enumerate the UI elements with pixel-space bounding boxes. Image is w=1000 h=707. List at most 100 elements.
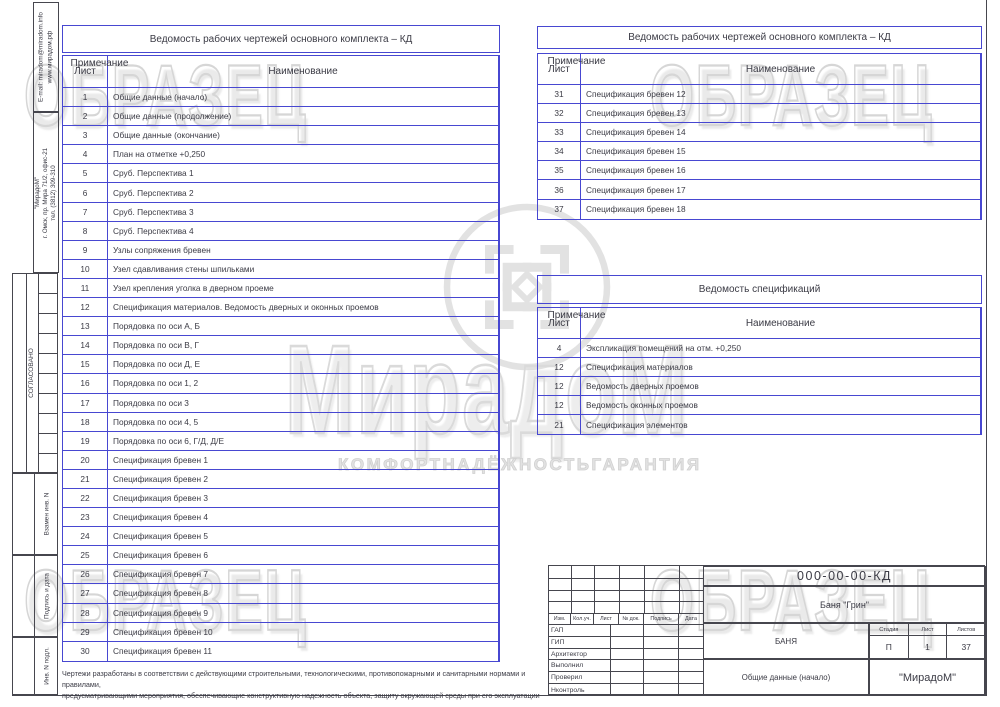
- cell-name: Спецификация бревен 18: [581, 199, 981, 219]
- cell-name: Спецификация бревен 6: [108, 546, 499, 565]
- table-rows: 4 Экспликация помещений на отм. +0,250 1…: [538, 339, 981, 435]
- cell-name: Ведомость оконных проемов: [581, 396, 981, 415]
- table-row: 12 Ведомость дверных проемов: [538, 377, 981, 397]
- drawings-table-right: Ведомость рабочих чертежей основного ком…: [537, 26, 982, 220]
- table-title: Ведомость спецификаций: [537, 275, 982, 304]
- cell-sheet-number: 13: [63, 317, 108, 336]
- table-row: 10 Узел сдавливания стены шпильками: [63, 259, 499, 279]
- table-grid: Лист Наименование Примечание 31 Специфик…: [537, 53, 982, 220]
- table-row: 31 Спецификация бревен 12: [538, 85, 981, 105]
- date-cell: [679, 684, 703, 696]
- cell-name: Общие данные (продолжение): [108, 107, 499, 126]
- table-row: 12 Ведомость оконных проемов: [538, 396, 981, 416]
- cell-name: План на отметке +0,250: [108, 145, 499, 164]
- sheets-value: 37: [961, 642, 971, 652]
- drawings-table-left: Ведомость рабочих чертежей основного ком…: [62, 25, 500, 662]
- signature-row: Нконтроль: [549, 684, 703, 696]
- role-label: Нконтроль: [549, 684, 611, 696]
- cell-name: Спецификация бревен 10: [108, 622, 499, 641]
- divider: [34, 638, 35, 694]
- col-header-note: Примечание: [70, 58, 129, 69]
- margin-box-inv-orig: Инв. N подл.: [12, 637, 58, 695]
- email-text: E-mail: miradom@miradom.info www.мирадом…: [37, 12, 54, 102]
- margin-box-sign-date: Подпись и дата: [12, 555, 58, 637]
- company-name: "МирадоМ": [869, 659, 986, 696]
- cell-name: Сруб. Перспектива 4: [108, 221, 499, 240]
- cell-name: Спецификация бревен 13: [581, 104, 981, 123]
- cell-name: Узел крепления уголка в дверном проеме: [108, 278, 499, 298]
- document-number: 000-00-00-КД: [703, 566, 986, 586]
- cell-sheet-number: 10: [63, 259, 108, 278]
- grid-line: [549, 601, 703, 603]
- table-rows: 1 Общие данные (начало) 2 Общие данные (…: [63, 88, 499, 661]
- table-title: Ведомость рабочих чертежей основного ком…: [62, 25, 500, 53]
- cell-sheet-number: 6: [63, 183, 108, 202]
- sheet-frame-right: [986, 0, 988, 696]
- cell-name: Узлы сопряжения бревен: [108, 240, 499, 259]
- col-header-sheet: Лист: [538, 54, 581, 84]
- divider: [26, 274, 27, 472]
- table-row: 5 Сруб. Перспектива 1: [63, 164, 499, 184]
- note-line: предусматривающими мероприятия, обеспечи…: [62, 690, 540, 700]
- cell-sheet-number: 14: [63, 336, 108, 355]
- cell-name: Спецификация бревен 4: [108, 508, 499, 527]
- cell-sheet-number: 19: [63, 431, 108, 450]
- table-row: 21 Спецификация элементов: [538, 415, 981, 435]
- cell-sheet-number: 34: [538, 142, 581, 161]
- col-header-sheet: Лист: [63, 56, 108, 87]
- revision-header-cell: Подпись: [644, 614, 679, 624]
- table-row: 26 Спецификация бревен 7: [63, 565, 499, 585]
- cell-sheet-number: 33: [538, 123, 581, 142]
- table-row: 4 План на отметке +0,250: [63, 145, 499, 165]
- table-header: Лист Наименование Примечание: [538, 54, 981, 85]
- table-rows: 31 Спецификация бревен 12 32 Спецификаци…: [538, 85, 981, 219]
- revision-header-cell: Изм.: [549, 614, 571, 624]
- signature-row: ГИП: [549, 636, 703, 649]
- table-row: 32 Спецификация бревен 13: [538, 104, 981, 124]
- cell-name: Порядовка по оси В, Г: [108, 336, 499, 355]
- role-label: ГИП: [549, 636, 611, 648]
- cell-sheet-number: 17: [63, 393, 108, 412]
- cell-name: Экспликация помещений на отм. +0,250: [581, 339, 981, 358]
- cell-sheet-number: 30: [63, 641, 108, 661]
- table-row: 18 Порядовка по оси 4, 5: [63, 412, 499, 432]
- table-row: 28 Спецификация бревен 9: [63, 603, 499, 623]
- col-header-sheet: Лист: [538, 308, 581, 338]
- sheets-label: Листов: [957, 626, 976, 633]
- table-row: 35 Спецификация бревен 16: [538, 161, 981, 181]
- col-header-note: Примечание: [547, 56, 606, 67]
- margin-box-replace-inv: Взамен инв. N: [12, 473, 58, 555]
- signature-rows: ГАП ГИП Архитектор: [549, 625, 703, 696]
- cell-sheet-number: 25: [63, 546, 108, 565]
- cell-name: Спецификация бревен 17: [581, 180, 981, 199]
- cell-name: Сруб. Перспектива 3: [108, 202, 499, 221]
- table-row: 33 Спецификация бревен 14: [538, 123, 981, 143]
- table-row: 22 Спецификация бревен 3: [63, 488, 499, 509]
- revision-header-row: Изм. Кол.уч. Лист № док. Подпись Дата: [549, 613, 703, 625]
- cell-sheet-number: 12: [63, 298, 108, 317]
- approved-label: СОГЛАСОВАНО: [28, 348, 36, 398]
- signature-row: Архитектор: [549, 648, 703, 661]
- cell-sheet-number: 2: [63, 107, 108, 126]
- role-label: Проверил: [549, 672, 611, 684]
- cell-name: Спецификация бревен 12: [581, 85, 981, 104]
- margin-box-email: E-mail: miradom@miradom.info www.мирадом…: [33, 2, 59, 112]
- table-row: 8 Сруб. Перспектива 4: [63, 221, 499, 241]
- compliance-note: Чертежи разработаны в соответствии с дей…: [62, 669, 540, 701]
- table-row: 3 Общие данные (окончание): [63, 126, 499, 146]
- col-header-name: Наименование: [581, 308, 981, 338]
- cell-sheet-number: 23: [63, 508, 108, 527]
- cell-sheet-number: 3: [63, 126, 108, 145]
- cell-name: Спецификация бревен 3: [108, 488, 499, 508]
- cell-name: Сруб. Перспектива 2: [108, 183, 499, 202]
- table-row: 23 Спецификация бревен 4: [63, 508, 499, 528]
- table-row: 2 Общие данные (продолжение): [63, 107, 499, 127]
- approval-signature-rows: [38, 274, 57, 472]
- signature-row: Проверил: [549, 672, 703, 685]
- table-row: 34 Спецификация бревен 15: [538, 142, 981, 162]
- signature-row: ГАП: [549, 625, 703, 637]
- cell-sheet-number: 4: [538, 339, 581, 358]
- object-name: Баня "Грин": [703, 586, 986, 623]
- cell-sheet-number: 12: [538, 358, 581, 377]
- cell-sheet-number: 27: [63, 584, 108, 603]
